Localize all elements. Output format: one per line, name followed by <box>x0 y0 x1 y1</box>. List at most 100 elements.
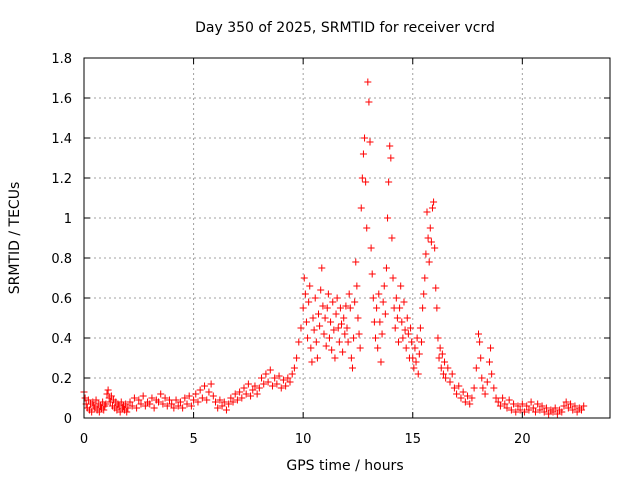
data-point <box>225 400 233 408</box>
data-point <box>266 366 274 374</box>
data-point <box>100 406 108 414</box>
data-point <box>430 198 438 206</box>
data-point <box>353 282 361 290</box>
data-point <box>288 370 296 378</box>
data-point <box>560 402 568 410</box>
data-point <box>141 402 149 410</box>
data-point <box>222 406 230 414</box>
data-point <box>395 338 403 346</box>
data-point <box>446 378 454 386</box>
x-tick-label: 5 <box>189 432 197 447</box>
y-tick-label: 0.4 <box>51 332 72 347</box>
data-point <box>464 392 472 400</box>
data-point <box>545 410 553 418</box>
data-point <box>358 174 366 182</box>
data-point <box>542 404 550 412</box>
data-point <box>553 410 561 418</box>
data-point <box>488 370 496 378</box>
data-point <box>236 388 244 396</box>
y-tick-labels: 0 0.2 0.4 0.6 0.8 1 1.2 1.4 1.6 1.8 <box>51 52 72 427</box>
data-points <box>80 78 588 418</box>
data-point <box>310 326 318 334</box>
data-point <box>414 370 422 378</box>
data-point <box>567 400 575 408</box>
data-point <box>573 408 581 416</box>
data-point <box>335 338 343 346</box>
data-point <box>466 400 474 408</box>
data-point <box>247 392 255 400</box>
data-point <box>203 396 211 404</box>
data-point <box>346 304 354 312</box>
data-point <box>361 134 369 142</box>
data-point <box>227 394 235 402</box>
data-point <box>286 378 294 386</box>
data-point <box>379 298 387 306</box>
data-point <box>393 314 401 322</box>
data-point <box>297 324 305 332</box>
data-point <box>123 408 131 416</box>
data-point <box>128 402 136 410</box>
data-point <box>341 330 349 338</box>
data-point <box>338 320 346 328</box>
data-point <box>558 408 566 416</box>
data-point <box>340 314 348 322</box>
data-point <box>427 238 435 246</box>
data-point <box>512 408 520 416</box>
data-point <box>302 318 310 326</box>
data-point <box>419 304 427 312</box>
data-point <box>321 314 329 322</box>
data-point <box>494 398 502 406</box>
data-point <box>386 142 394 150</box>
data-point <box>264 378 272 386</box>
data-point <box>290 364 298 372</box>
y-tick-label: 0.8 <box>51 252 72 267</box>
data-point <box>312 338 320 346</box>
data-point <box>209 392 217 400</box>
data-point <box>242 390 250 398</box>
data-point <box>392 294 400 302</box>
data-point <box>433 304 441 312</box>
data-point <box>505 396 513 404</box>
plot-frame <box>83 57 611 419</box>
data-point <box>150 404 158 412</box>
data-point <box>218 402 226 410</box>
data-point <box>207 380 215 388</box>
data-point <box>527 398 535 406</box>
data-point <box>117 398 125 406</box>
data-point <box>350 334 358 342</box>
data-point <box>402 344 410 352</box>
data-point <box>378 330 386 338</box>
data-point <box>410 364 418 372</box>
data-point <box>133 404 141 412</box>
data-point <box>499 394 507 402</box>
data-point <box>351 298 359 306</box>
data-point <box>84 396 92 404</box>
data-point <box>320 330 328 338</box>
data-point <box>170 404 178 412</box>
data-point <box>404 330 412 338</box>
data-point <box>523 402 531 410</box>
data-point <box>275 372 283 380</box>
data-point <box>168 400 176 408</box>
data-point <box>126 398 134 406</box>
x-axis-label: GPS time / hours <box>286 458 403 474</box>
data-point <box>122 400 130 408</box>
data-point <box>328 346 336 354</box>
data-point <box>450 384 458 392</box>
x-tick-label: 0 <box>80 432 88 447</box>
data-point <box>415 350 423 358</box>
data-point <box>183 400 191 408</box>
data-point <box>439 370 447 378</box>
data-point <box>510 400 518 408</box>
data-point <box>409 354 417 362</box>
data-point <box>92 396 100 404</box>
data-point <box>220 398 228 406</box>
data-point <box>356 344 364 352</box>
data-point <box>253 390 261 398</box>
data-point <box>444 364 452 372</box>
data-point <box>284 374 292 382</box>
data-point <box>366 138 374 146</box>
y-tick-label: 1.4 <box>51 132 72 147</box>
data-point <box>529 404 537 412</box>
data-point <box>412 358 420 366</box>
